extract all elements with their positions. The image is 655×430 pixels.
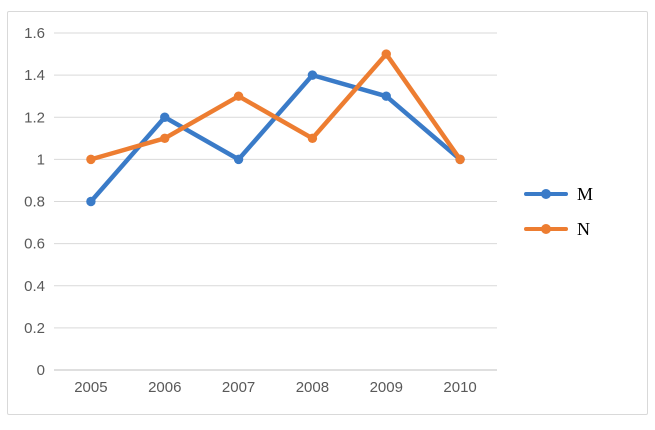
marker-M-2007 [233, 154, 244, 165]
x-tick-label: 2010 [443, 379, 476, 396]
legend-marker-n-icon [524, 224, 568, 234]
marker-N-2009 [381, 49, 391, 59]
x-tick-label: 2005 [74, 379, 107, 396]
legend: M N [524, 183, 593, 240]
x-tick-label: 2007 [222, 379, 255, 396]
marker-N-2010 [455, 154, 465, 165]
legend-item-n: N [524, 218, 593, 240]
marker-N-2006 [160, 133, 170, 144]
y-tick-label: 1.4 [24, 67, 45, 84]
y-tick-label: 1.6 [24, 25, 45, 42]
x-tick-label: 2009 [370, 379, 403, 396]
legend-label-m: M [577, 184, 594, 204]
y-tick-label: 0 [37, 362, 45, 379]
y-tick-label: 0.8 [24, 194, 45, 211]
y-tick-label: 1.2 [24, 109, 45, 126]
series-line-N [88, 51, 463, 162]
marker-N-2005 [86, 154, 96, 165]
marker-M-2005 [86, 196, 96, 207]
x-tick-label: 2006 [148, 379, 181, 396]
legend-label-n: N [577, 219, 590, 239]
y-tick-label: 1 [37, 151, 45, 168]
legend-marker-m-icon [524, 189, 568, 199]
y-tick-label: 0.6 [24, 236, 45, 253]
series-line-M [88, 72, 463, 204]
y-tick-label: 0.4 [24, 278, 45, 295]
marker-M-2009 [381, 91, 391, 101]
y-tick-label: 0.2 [24, 320, 45, 337]
marker-M-2008 [307, 70, 318, 80]
x-tick-label: 2008 [296, 379, 329, 396]
legend-item-m: M [524, 183, 593, 205]
marker-N-2008 [307, 133, 318, 144]
marker-M-2006 [160, 112, 170, 122]
marker-N-2007 [233, 91, 244, 101]
